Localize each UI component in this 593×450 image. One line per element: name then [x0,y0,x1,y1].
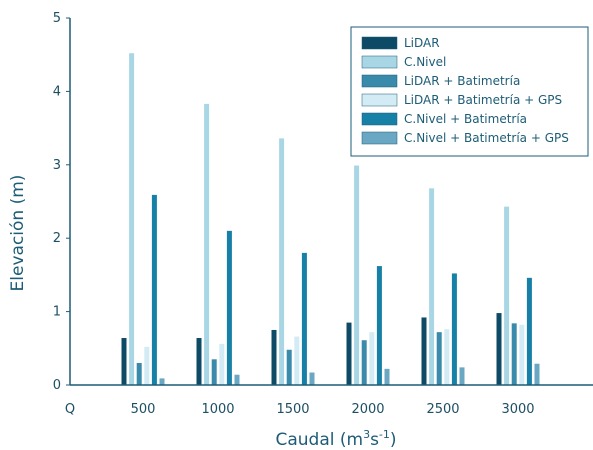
bar-2-2500 [429,188,435,385]
bars-group [121,53,540,385]
x-tick-label-500: 500 [131,402,156,417]
bar-6-1000 [234,374,240,385]
x-axis-origin-label: Q [65,402,75,417]
legend-label-6: C.Nivel + Batimetría + GPS [404,131,569,145]
bar-5-3000 [526,277,532,385]
y-tick-label-3: 3 [53,158,61,173]
bar-2-500 [129,53,135,385]
legend-label-1: LiDAR [404,36,440,50]
x-tick-label-3000: 3000 [501,402,534,417]
bar-1-2000 [346,322,352,385]
bar-4-2000 [369,332,375,385]
bar-6-2000 [384,368,390,385]
bar-3-500 [136,362,142,385]
bar-4-500 [144,346,150,385]
legend-swatch-1 [361,36,398,50]
bar-2-1000 [204,103,210,385]
x-tick-label-2500: 2500 [426,402,459,417]
legend-swatch-2 [361,55,398,69]
x-tick-label-1500: 1500 [276,402,309,417]
bar-6-1500 [309,372,315,385]
bar-2-3000 [504,206,510,385]
legend: LiDAR C.Nivel LiDAR + Batimetría LiDAR + Ba… [350,26,589,157]
y-axis-title: Elevación (m) [8,175,28,292]
bar-1-3000 [496,313,502,385]
bar-5-1500 [301,252,307,385]
y-tick-label-5: 5 [53,11,61,26]
y-tick-label-1: 1 [53,305,61,320]
bar-4-2500 [444,329,450,385]
bar-1-1000 [196,338,202,385]
x-axis-title-sup1: 3 [363,428,370,441]
legend-label-4: LiDAR + Batimetría + GPS [404,93,562,107]
y-tick-label-4: 4 [53,84,61,99]
bar-5-500 [151,194,157,385]
legend-swatch-6 [361,131,398,145]
x-ticks-group: 500 1000 1500 2000 2500 3000 [131,402,535,417]
bar-5-1000 [226,230,232,385]
bar-1-500 [121,338,127,385]
x-axis-title-sup2: -1 [379,428,390,441]
bar-3-2000 [361,340,367,385]
bar-1-1500 [271,329,277,385]
bar-6-2500 [459,367,465,385]
x-tick-label-1000: 1000 [201,402,234,417]
y-tick-label-2: 2 [53,231,61,246]
x-axis-title-end: ) [390,430,397,450]
y-tick-label-0: 0 [53,378,61,393]
legend-items: LiDAR C.Nivel LiDAR + Batimetría LiDAR + Ba… [361,36,569,145]
bar-3-2500 [436,332,442,385]
legend-label-2: C.Nivel [404,55,446,69]
bar-3-1500 [286,349,292,385]
bar-5-2000 [376,266,382,385]
legend-label-3: LiDAR + Batimetría [404,74,520,88]
x-axis-title-mid: s [370,430,379,450]
bar-4-1000 [219,343,225,385]
x-axis-title-main: Caudal (m [275,430,363,450]
bar-2-1500 [279,138,285,385]
legend-swatch-5 [361,112,398,126]
bar-2-2000 [354,165,360,385]
bar-3-3000 [511,323,517,385]
bar-4-1500 [294,336,300,385]
y-ticks-group: 0 1 2 3 4 5 [53,11,70,393]
legend-swatch-4 [361,93,398,107]
bar-1-2500 [421,317,427,385]
bar-6-3000 [534,363,540,385]
bar-4-3000 [519,324,525,385]
bar-3-1000 [211,359,217,385]
axes-group [69,18,593,386]
bar-5-2500 [451,273,457,385]
legend-label-5: C.Nivel + Batimetría [404,112,527,126]
x-tick-label-2000: 2000 [351,402,384,417]
bar-6-500 [159,378,165,385]
x-axis-title: Caudal (m3s-1) [275,428,396,450]
legend-swatch-3 [361,74,398,88]
